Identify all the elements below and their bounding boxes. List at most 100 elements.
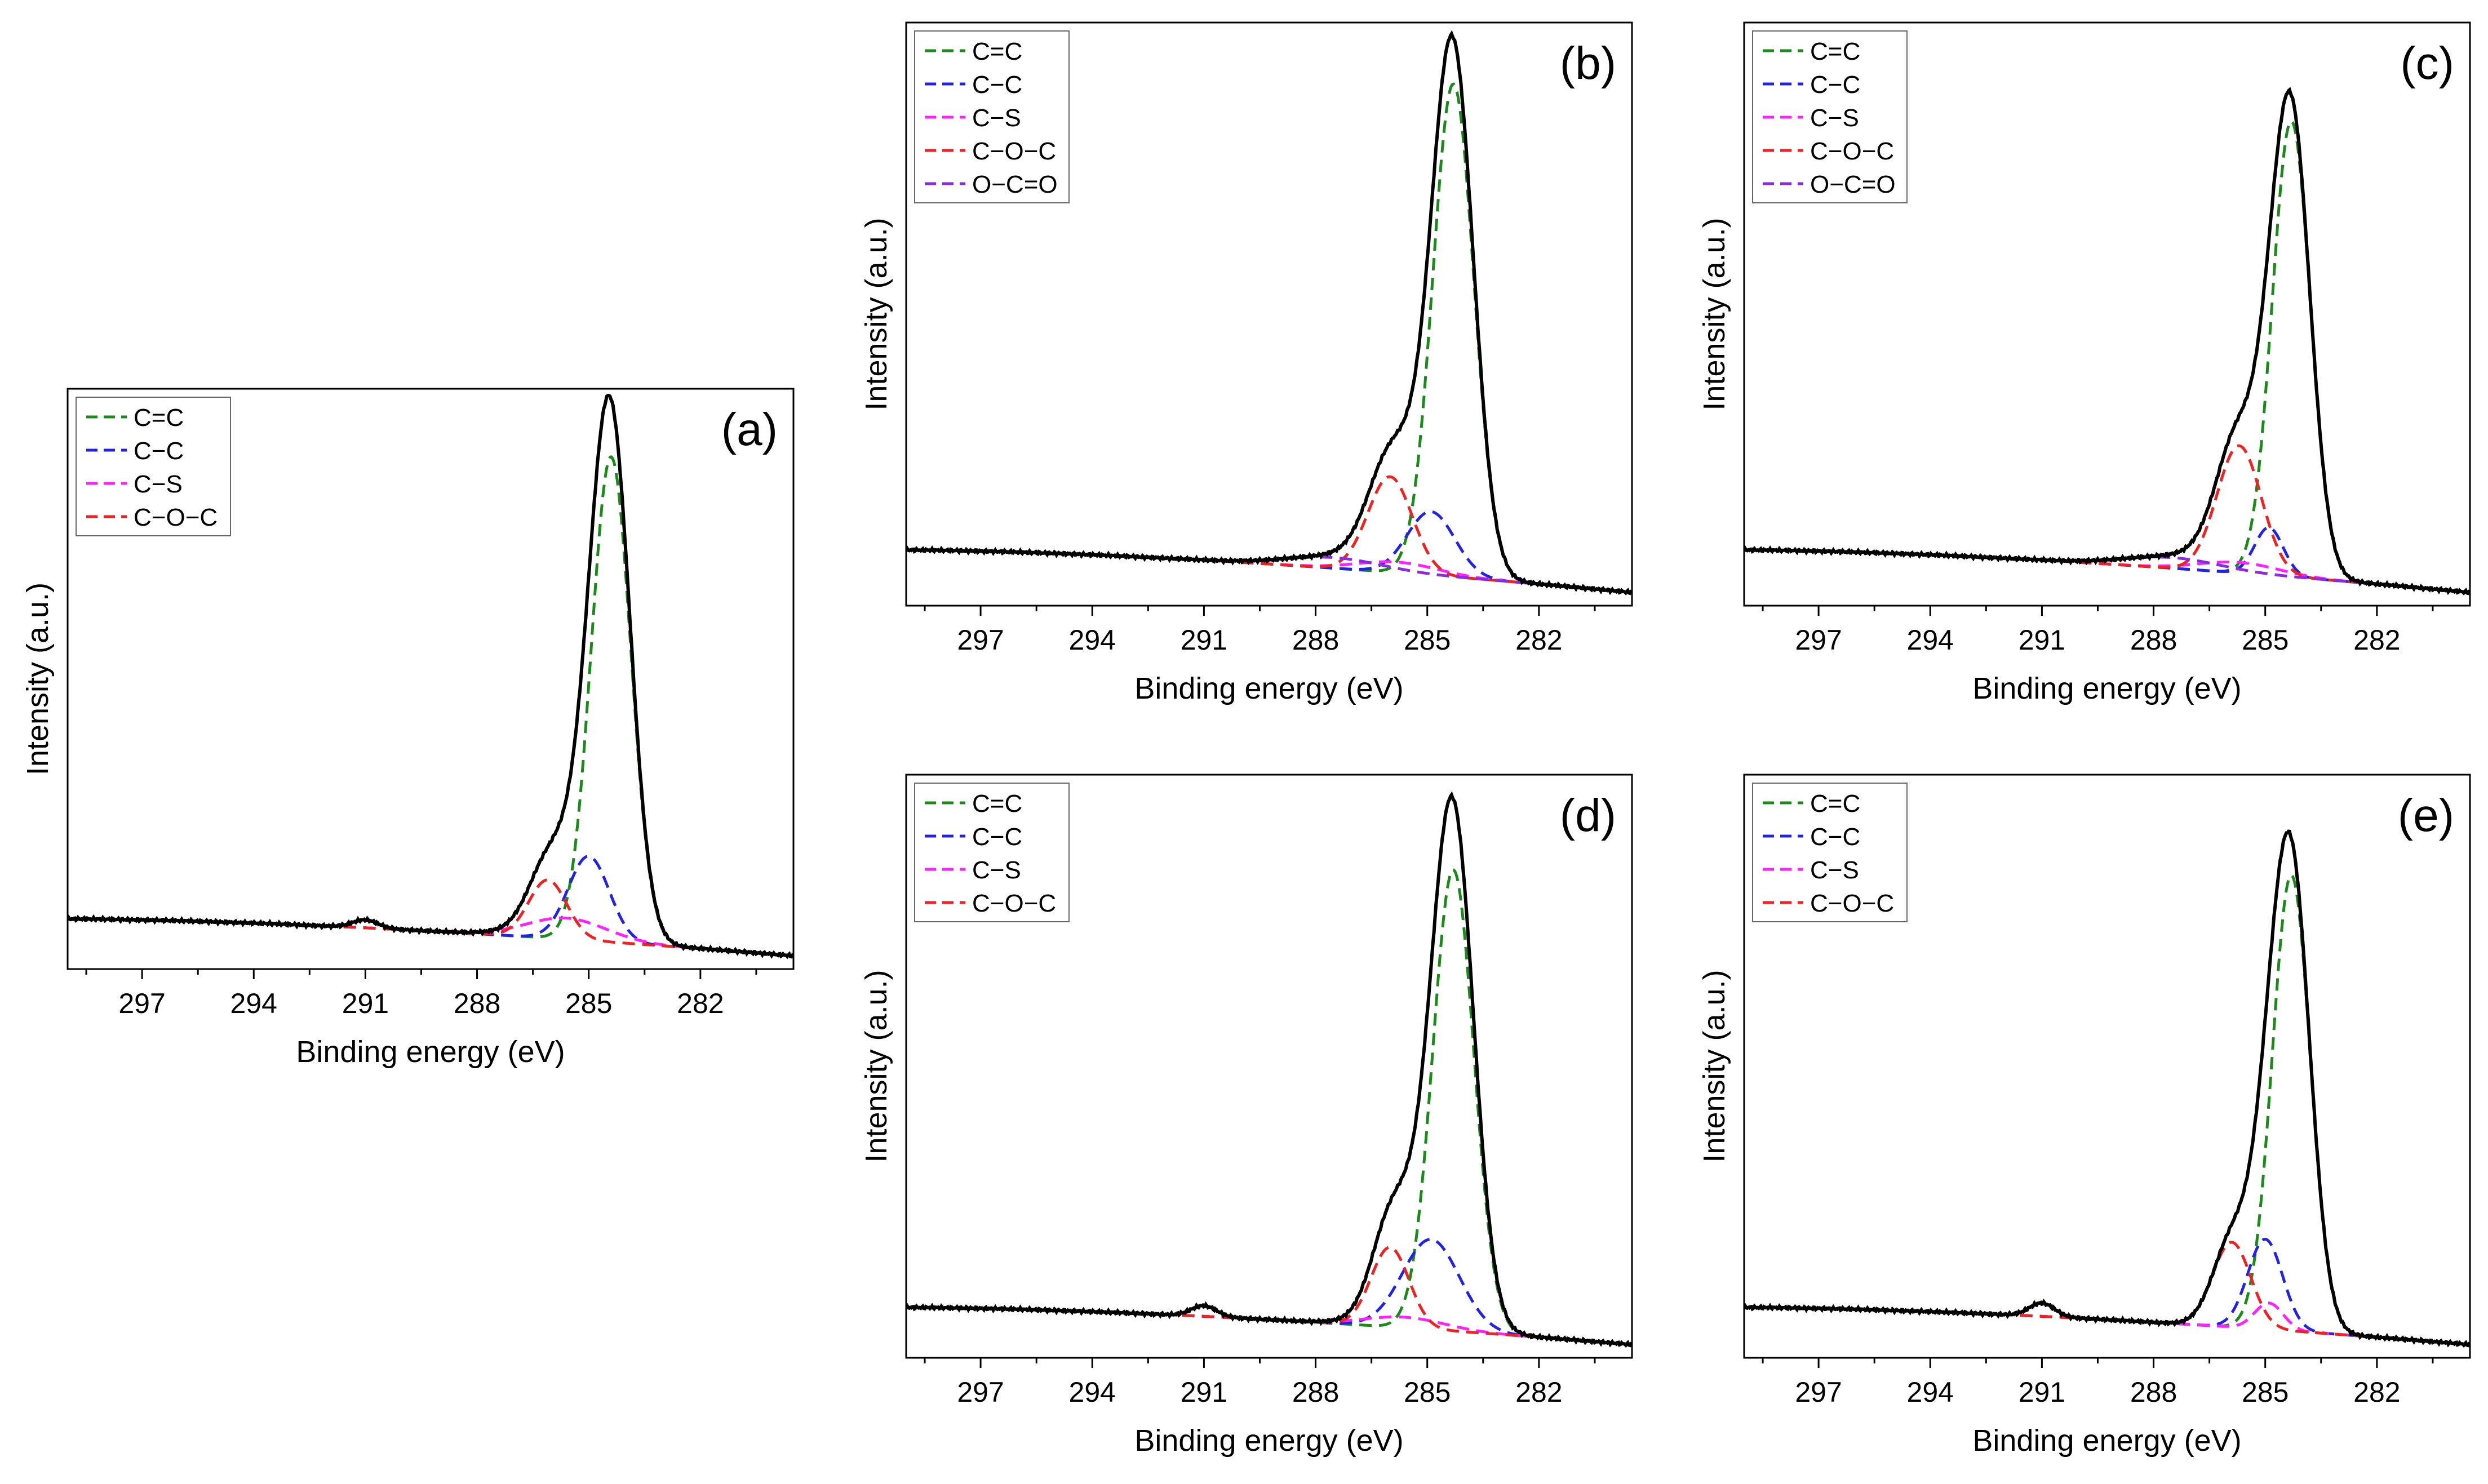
legend-label: O−C=O	[972, 171, 1058, 198]
legend-label: C−S	[134, 470, 183, 498]
legend-box	[914, 30, 1070, 203]
y-axis-title: Intensity (a.u.)	[1697, 970, 1731, 1162]
legend-label: O−C=O	[1810, 171, 1896, 198]
x-tick-label: 291	[1181, 624, 1227, 656]
x-tick-label: 285	[1404, 1376, 1451, 1408]
x-tick-label: 297	[118, 988, 165, 1019]
component-curve-c-c	[1744, 1237, 2470, 1346]
plot-frame	[905, 774, 1633, 1359]
legend-label: C−C	[1810, 823, 1860, 851]
x-tick-label: 291	[342, 988, 389, 1019]
plot-area	[1744, 87, 2470, 596]
envelope-curve	[68, 393, 793, 959]
x-tick-label: 297	[957, 1376, 1004, 1408]
x-tick-label: 285	[565, 988, 612, 1019]
x-tick-label: 282	[1515, 624, 1562, 656]
panel-label: (e)	[2398, 790, 2454, 841]
x-tick-label: 282	[2353, 1376, 2400, 1408]
legend-label: C=C	[1810, 38, 1860, 65]
legend-box	[76, 397, 231, 536]
plot-area	[906, 791, 1632, 1348]
x-axis-title: Binding energy (eV)	[1134, 1424, 1403, 1458]
plot-frame	[1743, 774, 2471, 1359]
x-tick-label: 288	[2130, 1376, 2177, 1408]
component-curve-o-ceqo	[1744, 548, 2470, 594]
chart-panel-d: 297 294 291 288 285 282 Binding energy (eV) Int…	[859, 774, 1633, 1458]
legend-box	[914, 783, 1070, 922]
y-axis-title: Intensity (a.u.)	[1697, 217, 1731, 410]
legend-label: C=C	[972, 790, 1022, 817]
chart-panel-e: 297 294 291 288 285 282 Binding energy (eV) Int…	[1697, 774, 2471, 1458]
envelope-curve	[906, 30, 1632, 596]
component-curve-c-o-c	[1744, 1241, 2470, 1346]
legend-label: C−C	[972, 71, 1022, 99]
legend-label: C−O−C	[972, 890, 1056, 917]
legend-label: C−O−C	[134, 504, 218, 531]
x-tick-label: 288	[2130, 624, 2177, 656]
plot-area	[1744, 829, 2470, 1348]
legend-box	[1752, 783, 1908, 922]
x-tick-label: 288	[1292, 624, 1339, 656]
x-tick-label: 297	[1795, 1376, 1842, 1408]
x-tick-label: 291	[2019, 1376, 2065, 1408]
x-axis-title: Binding energy (eV)	[1972, 672, 2241, 705]
component-curve-c-c	[906, 1238, 1632, 1346]
envelope-curve	[1744, 829, 2470, 1348]
x-tick-label: 297	[1795, 624, 1842, 656]
component-curve-o-ceqo	[906, 548, 1632, 594]
panel-label: (d)	[1560, 790, 1616, 841]
x-tick-label: 282	[1515, 1376, 1562, 1408]
component-curve-c-c	[68, 855, 793, 958]
component-curve-c-s	[906, 548, 1632, 594]
component-curve-c-s	[68, 916, 793, 958]
legend-label: C−S	[972, 104, 1021, 132]
x-tick-label: 285	[1404, 624, 1451, 656]
plot-area	[68, 393, 793, 959]
component-curve-ceqc	[1744, 873, 2470, 1346]
x-axis-title: Binding energy (eV)	[1972, 1424, 2241, 1458]
plot-frame	[1743, 21, 2471, 607]
panel-label: (a)	[721, 404, 778, 455]
legend-label: C−S	[1810, 104, 1859, 132]
x-tick-label: 294	[1069, 624, 1116, 656]
legend-box	[1752, 30, 1908, 203]
panel-label: (c)	[2400, 38, 2454, 89]
component-curve-c-o-c	[906, 475, 1632, 594]
x-tick-label: 294	[230, 988, 277, 1019]
component-curve-ceqc	[906, 868, 1632, 1346]
plot-frame	[66, 388, 795, 970]
plot-frame	[905, 21, 1633, 607]
legend-label: C−C	[134, 437, 184, 465]
legend-label: C=C	[1810, 790, 1860, 817]
legend-label: C=C	[134, 404, 184, 432]
legend-label: C−C	[1810, 71, 1860, 99]
x-tick-label: 282	[677, 988, 724, 1019]
x-tick-label: 285	[2242, 624, 2289, 656]
component-curve-c-o-c	[906, 1246, 1632, 1346]
x-tick-label: 294	[1069, 1376, 1116, 1408]
component-curve-c-o-c	[1744, 444, 2470, 594]
x-tick-label: 294	[1907, 624, 1954, 656]
legend-label: C−O−C	[1810, 890, 1894, 917]
y-axis-title: Intensity (a.u.)	[859, 970, 893, 1162]
legend-label: C−C	[972, 823, 1022, 851]
legend-label: C=C	[972, 38, 1022, 65]
chart-panel-a: 297 294 291 288 285 282 Binding energy (eV) Int…	[21, 388, 795, 1069]
x-tick-label: 288	[454, 988, 500, 1019]
component-curve-c-s	[906, 1306, 1632, 1346]
y-axis-title: Intensity (a.u.)	[859, 217, 893, 410]
x-tick-label: 291	[2019, 624, 2065, 656]
chart-panel-b: 297 294 291 288 285 282 Binding energy (eV) Int…	[859, 21, 1633, 705]
plot-area	[906, 30, 1632, 596]
panel-label: (b)	[1560, 38, 1616, 89]
x-tick-label: 291	[1181, 1376, 1227, 1408]
component-curve-c-s	[1744, 548, 2470, 594]
x-tick-label: 288	[1292, 1376, 1339, 1408]
x-tick-label: 297	[957, 624, 1004, 656]
x-tick-label: 285	[2242, 1376, 2289, 1408]
legend-label: C−S	[972, 856, 1021, 884]
x-axis-title: Binding energy (eV)	[296, 1035, 565, 1069]
legend-label: C−O−C	[972, 137, 1056, 165]
envelope-curve	[906, 791, 1632, 1348]
